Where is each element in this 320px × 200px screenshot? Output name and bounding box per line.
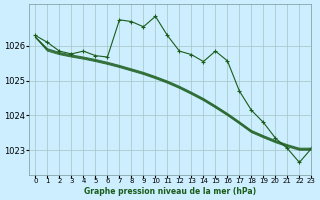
X-axis label: Graphe pression niveau de la mer (hPa): Graphe pression niveau de la mer (hPa) (84, 187, 257, 196)
